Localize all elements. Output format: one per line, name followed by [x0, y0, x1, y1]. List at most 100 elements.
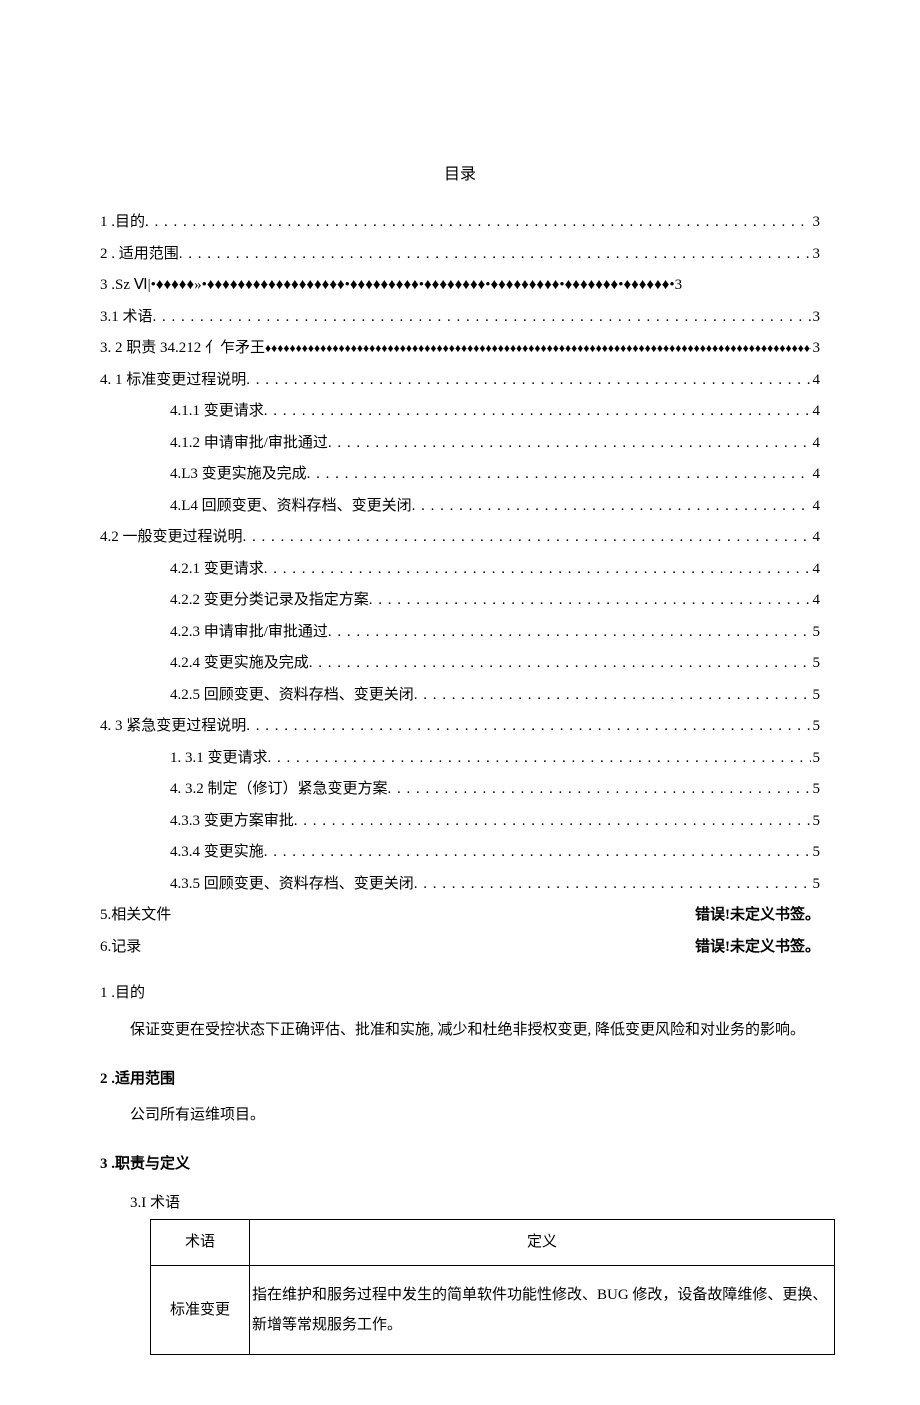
toc-entry-page: 4: [811, 555, 821, 584]
toc-entry: 4.3.3 变更方案审批 5: [100, 807, 820, 836]
toc-entry: 4. 3.2 制定（修订）紧急变更方案 5: [100, 775, 820, 804]
toc-error-entry: 5.相关文件 错误!未定义书签。: [100, 901, 820, 930]
section-1-heading: 1 .目的: [100, 979, 820, 1008]
toc-entry-page: 3: [811, 303, 821, 332]
toc-entry: 4.2.5 回顾变更、资料存档、变更关闭 5: [100, 681, 820, 710]
toc-entry-page: 5: [811, 649, 821, 678]
toc-entry-page: 4: [811, 366, 821, 395]
toc-entry-label: 4. 3.2 制定（修订）紧急变更方案: [170, 775, 388, 804]
toc-entry-label: 1. 3.1 变更请求: [170, 744, 268, 773]
toc-entry: 4.2.4 变更实施及完成 5: [100, 649, 820, 678]
toc-entry: 4.3.5 回顾变更、资料存档、变更关闭 5: [100, 870, 820, 899]
toc-entry-label: 4.1.2 申请审批/审批通过: [170, 429, 328, 458]
toc-entry-page: 5: [811, 870, 821, 899]
toc-leader: [328, 429, 811, 458]
toc-error-label: 6.记录: [100, 933, 141, 962]
toc-entry-page: 4: [811, 397, 821, 426]
toc-leader: [309, 649, 811, 678]
section-2-body: 公司所有运维项目。: [100, 1099, 820, 1132]
toc-entry-label: 4.2.4 变更实施及完成: [170, 649, 309, 678]
section-2-heading: 2 .适用范围: [100, 1065, 820, 1094]
toc-entry-label: 4.3.4 变更实施: [170, 838, 264, 867]
toc-leader: [412, 492, 811, 521]
toc-entry-label: 4.3.3 变更方案审批: [170, 807, 294, 836]
toc-leader: [307, 460, 811, 489]
error-lines: 5.相关文件错误!未定义书签。6.记录错误!未定义书签。: [100, 901, 820, 961]
toc-entry: 4.L4 回顾变更、资料存档、变更关闭 4: [100, 492, 820, 521]
toc-entry-page: 4: [811, 523, 821, 552]
toc-entry-page: 3: [811, 240, 821, 269]
toc-entry-label: 3.1 术语: [100, 303, 153, 332]
term-cell: 标准变更: [151, 1265, 250, 1354]
toc-entry: 4. 1 标准变更过程说明 4: [100, 366, 820, 395]
toc-entry-label: 4.3.5 回顾变更、资料存档、变更关闭: [170, 870, 414, 899]
section-1-body: 保证变更在受控状态下正确评估、批准和实施, 减少和杜绝非授权变更, 降低变更风险…: [100, 1014, 820, 1047]
toc-leader: [264, 397, 811, 426]
table-header-def: 定义: [250, 1220, 835, 1266]
toc-entry: 4.2.1 变更请求4: [100, 555, 820, 584]
toc-leader: [414, 870, 811, 899]
toc-leader: [265, 334, 810, 363]
toc-leader: [246, 366, 810, 395]
table-header-term: 术语: [151, 1220, 250, 1266]
toc-entry-label: 4.2.3 申请审批/审批通过: [170, 618, 328, 647]
toc-entry-label: 4.1.1 变更请求: [170, 397, 264, 426]
toc-entry: 4.2 一般变更过程说明 4: [100, 523, 820, 552]
toc-entry-page: 5: [811, 838, 821, 867]
toc-entry-page: 4: [811, 460, 821, 489]
toc-entry: 3. 2 职责 34.212 亻乍矛王 3: [100, 334, 820, 363]
toc-entry-label: 4.2 一般变更过程说明: [100, 523, 243, 552]
toc-leader: [414, 681, 811, 710]
toc-leader: [388, 775, 811, 804]
toc-entry: 4.1.1 变更请求 4: [100, 397, 820, 426]
toc-entry-label: 2 . 适用范围: [100, 240, 179, 269]
toc-leader: [328, 618, 811, 647]
table-row: 标准变更 指在维护和服务过程中发生的简单软件功能性修改、BUG 修改，设备故障维…: [151, 1265, 835, 1354]
toc-entry-label: 3. 2 职责 34.212 亻乍矛王: [100, 334, 265, 363]
toc-entry-page: 5: [811, 775, 821, 804]
toc-entry-label: 4. 1 标准变更过程说明: [100, 366, 246, 395]
toc-list: 1 .目的 3 2 . 适用范围 3 3 .Sz Ⅵ|•♦♦♦♦♦»•♦♦♦♦♦♦♦♦♦…: [100, 208, 820, 898]
table-header-row: 术语 定义: [151, 1220, 835, 1266]
section-3-sub: 3.I 术语: [130, 1189, 820, 1218]
toc-title: 目录: [100, 160, 820, 190]
toc-leader: [264, 555, 811, 584]
toc-entry-label: 4.L4 回顾变更、资料存档、变更关闭: [170, 492, 412, 521]
toc-entry-label: 4.2.5 回顾变更、资料存档、变更关闭: [170, 681, 414, 710]
def-cell: 指在维护和服务过程中发生的简单软件功能性修改、BUG 修改，设备故障维修、更换、…: [250, 1265, 835, 1354]
toc-entry-page: 3: [811, 334, 821, 363]
toc-entry: 3 .Sz Ⅵ|•♦♦♦♦♦»•♦♦♦♦♦♦♦♦♦♦♦♦♦♦♦♦♦♦•♦♦♦♦♦…: [100, 271, 820, 300]
toc-error-entry: 6.记录 错误!未定义书签。: [100, 933, 820, 962]
toc-entry-page: 5: [811, 712, 821, 741]
toc-entry: 1. 3.1 变更请求5: [100, 744, 820, 773]
toc-entry-page: 4: [811, 492, 821, 521]
toc-entry-page: 3: [811, 208, 821, 237]
toc-leader: [243, 523, 811, 552]
bookmark-error-text: 错误!未定义书签。: [695, 933, 820, 962]
toc-entry: 4. 3 紧急变更过程说明 5: [100, 712, 820, 741]
toc-entry: 4.3.4 变更实施 5: [100, 838, 820, 867]
document-page: 目录 1 .目的 3 2 . 适用范围 3 3 .Sz Ⅵ|•♦♦♦♦♦»•♦♦♦♦♦♦…: [0, 0, 920, 1405]
toc-entry-page: 5: [811, 807, 821, 836]
toc-entry: 4.1.2 申请审批/审批通过4: [100, 429, 820, 458]
toc-leader: [369, 586, 811, 615]
toc-entry-label: 4.L3 变更实施及完成: [170, 460, 307, 489]
toc-entry-label: 1 .目的: [100, 208, 145, 237]
toc-error-label: 5.相关文件: [100, 901, 171, 930]
bookmark-error-text: 错误!未定义书签。: [695, 901, 820, 930]
toc-entry: 4.2.2 变更分类记录及指定方案4: [100, 586, 820, 615]
toc-entry: 3.1 术语 3: [100, 303, 820, 332]
toc-entry: 4.L3 变更实施及完成 4: [100, 460, 820, 489]
terms-table: 术语 定义 标准变更 指在维护和服务过程中发生的简单软件功能性修改、BUG 修改…: [150, 1219, 835, 1355]
toc-entry-label: 4. 3 紧急变更过程说明: [100, 712, 246, 741]
toc-leader: [268, 744, 811, 773]
toc-leader: [246, 712, 810, 741]
toc-entry-page: 4: [811, 586, 821, 615]
toc-leader: [294, 807, 811, 836]
toc-entry-page: 5: [811, 681, 821, 710]
section-3-heading: 3 .职责与定义: [100, 1150, 820, 1179]
toc-entry: 4.2.3 申请审批/审批通过5: [100, 618, 820, 647]
toc-leader: [179, 240, 811, 269]
toc-leader: [153, 303, 811, 332]
toc-entry-label: 3 .Sz Ⅵ|•♦♦♦♦♦»•♦♦♦♦♦♦♦♦♦♦♦♦♦♦♦♦♦♦•♦♦♦♦♦…: [100, 271, 682, 300]
